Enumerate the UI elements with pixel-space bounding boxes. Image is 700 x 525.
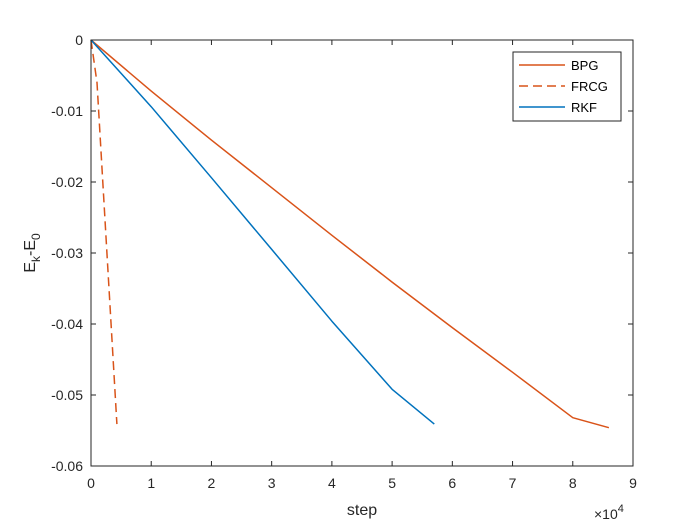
plot-area: [90, 39, 610, 429]
y-axis-label-sub-k: k: [29, 255, 43, 262]
legend: BPG FRCG RKF: [512, 51, 622, 122]
y-axis-label-text: E: [22, 262, 39, 273]
x-tick-label: 0: [87, 475, 95, 491]
x-tick-label: 6: [448, 475, 456, 491]
series-line-bpg: [90, 39, 610, 429]
x-tick-label: 2: [208, 475, 216, 491]
x-tick-label: 1: [147, 475, 155, 491]
x-tick-label: 3: [268, 475, 276, 491]
x-axis-label: step: [347, 502, 377, 519]
x-axis-exponent-base: ×10: [594, 506, 618, 522]
legend-box: [512, 51, 622, 122]
x-tick-label: 7: [509, 475, 517, 491]
y-tick-label: -0.06: [51, 458, 83, 474]
y-tick-label: -0.02: [51, 174, 83, 190]
x-tick-label: 8: [569, 475, 577, 491]
legend-label-frcg: FRCG: [571, 79, 608, 94]
y-tick-label: -0.04: [51, 316, 83, 332]
legend-label-bpg: BPG: [571, 58, 598, 73]
series-line-frcg: [90, 39, 118, 425]
y-tick-label: 0: [75, 32, 83, 48]
x-tick-label: 5: [388, 475, 396, 491]
x-axis-exponent-power: 4: [618, 503, 624, 515]
x-axis-exponent: ×104: [594, 503, 624, 522]
y-axis-label-sub-0: 0: [29, 233, 43, 240]
x-tick-label: 9: [629, 475, 637, 491]
y-tick-label: -0.01: [51, 103, 83, 119]
legend-label-rkf: RKF: [571, 100, 597, 115]
y-tick-label: -0.05: [51, 387, 83, 403]
ticks: 0 1 2 3 4 5 6 7 8 9 0 -0.01 -0.02 -0.03 -0.04 -0.05 -0.0…: [51, 32, 637, 491]
series-line-rkf: [90, 39, 435, 425]
y-tick-label: -0.03: [51, 245, 83, 261]
y-axis-label-mid: -E: [22, 240, 39, 256]
x-tick-label: 4: [328, 475, 336, 491]
y-axis-label: Ek-E0: [22, 233, 43, 273]
